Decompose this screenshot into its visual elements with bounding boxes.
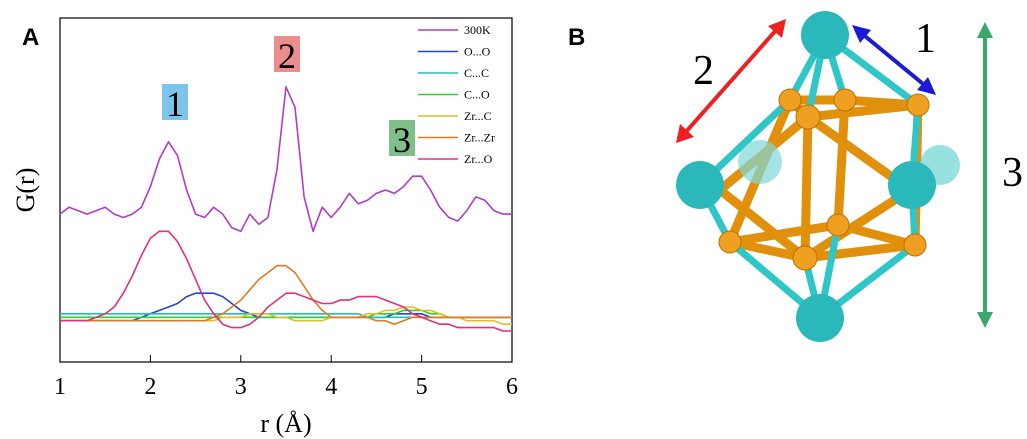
legend-label: C...C [464,66,489,80]
x-tick-label: 3 [235,374,247,400]
cluster [676,11,960,342]
x-tick-label: 6 [506,374,518,400]
series-line [60,230,512,332]
annotation: 2 [278,36,296,76]
legend-label: Zr...Zr [464,131,495,145]
x-axis-label: r (Å) [260,409,311,438]
annotation-box [162,84,188,120]
x-tick-label: 1 [54,374,66,400]
x-tick-label: 5 [416,374,428,400]
legend: 300K O...O C...C C...O Zr...C Zr...Zr Zr...O [418,23,495,166]
x-tick-label: 2 [144,374,156,400]
plot: 1 2 3 4 5 6 [54,86,518,400]
legend-label: 300K [464,23,491,37]
annotation-box [274,36,300,72]
annotation: 3 [393,120,411,160]
legend-label: O...O [464,45,491,59]
series-line [60,264,512,325]
panel-label: A [22,24,39,51]
arrow-label: 2 [693,48,714,94]
annotations: 1 2 3 [162,36,415,160]
arrow-label: 3 [1002,150,1023,196]
annotation-box [389,120,415,156]
annotation: 1 [166,84,184,124]
y-axis-label: G(r) [11,168,40,213]
legend-label: C...O [464,88,490,102]
plot-frame [59,17,513,363]
arrow-label: 1 [915,16,936,62]
legend-label: Zr...O [464,152,493,166]
series-line [60,306,512,325]
x-tick-label: 4 [325,374,337,400]
series-line [59,86,512,233]
arrows [676,19,993,328]
panel-label: B [568,24,585,51]
legend-label: Zr...C [464,109,492,123]
